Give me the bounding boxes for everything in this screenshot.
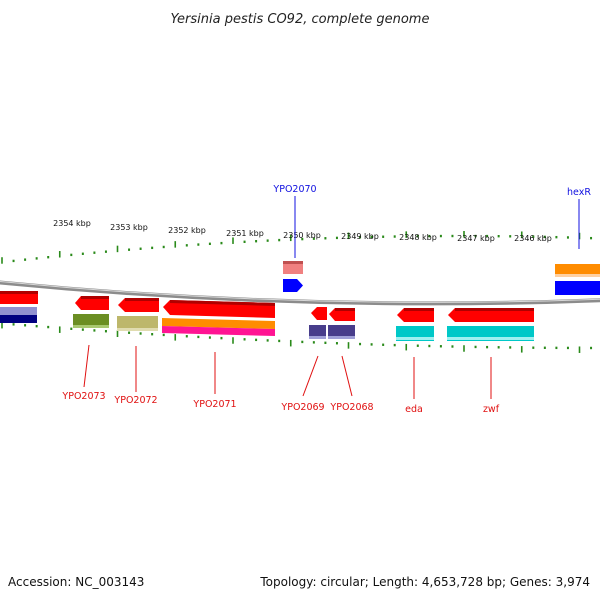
accession-text: Accession: NC_003143 bbox=[8, 575, 144, 589]
ruler-label: 2348 kbp bbox=[399, 233, 437, 242]
feature-arrow bbox=[329, 308, 355, 321]
feature-block bbox=[0, 315, 37, 323]
feature-block-shade bbox=[447, 337, 534, 340]
gene-label-ypo2072: YPO2072 bbox=[113, 395, 157, 406]
gene-labels: YPO2070 hexR YPO2073 YPO2072 YPO2071 YPO… bbox=[61, 184, 591, 415]
ruler-label: 2351 kbp bbox=[226, 229, 264, 238]
inner-tick-ring bbox=[1, 321, 593, 353]
feature-arrow bbox=[311, 307, 327, 320]
feature-arrow-shade bbox=[335, 308, 355, 311]
feature-block bbox=[117, 316, 158, 331]
ruler-label: 2349 kbp bbox=[341, 232, 379, 241]
feature-arrow bbox=[118, 298, 159, 312]
feature-block bbox=[73, 314, 109, 328]
ruler-label: 2353 kbp bbox=[110, 223, 148, 232]
feature-arrow-shade bbox=[455, 308, 534, 311]
feature-block bbox=[309, 325, 326, 339]
ruler-label: 2352 kbp bbox=[168, 226, 206, 235]
feature-block-shade bbox=[117, 328, 158, 331]
leader-line bbox=[302, 355, 319, 397]
feature-block-shade bbox=[396, 337, 434, 340]
gene-label-zwf: zwf bbox=[483, 404, 500, 415]
gene-label-ypo2073: YPO2073 bbox=[61, 391, 105, 402]
feature-block-shade bbox=[0, 291, 38, 294]
ruler-label: 2350 kbp bbox=[283, 231, 321, 240]
feature-block bbox=[555, 281, 600, 295]
ruler-label: 2354 kbp bbox=[53, 219, 91, 228]
leader-line bbox=[341, 355, 353, 397]
gene-label-ypo2069: YPO2069 bbox=[280, 402, 324, 413]
genome-summary-text: Topology: circular; Length: 4,653,728 bp… bbox=[259, 575, 590, 589]
feature-block bbox=[0, 291, 38, 304]
feature-block bbox=[555, 264, 600, 277]
feature-arrow bbox=[283, 279, 303, 292]
leader-line bbox=[83, 344, 90, 388]
feature-block-shade bbox=[73, 325, 109, 328]
feature-arrow bbox=[397, 308, 434, 322]
genome-backbone-highlight bbox=[0, 280, 600, 303]
reverse-strand-features bbox=[0, 291, 534, 341]
feature-arrow bbox=[75, 296, 109, 310]
map-title: Yersinia pestis CO92, complete genome bbox=[171, 12, 430, 27]
genome-backbone bbox=[0, 280, 600, 306]
feature-block bbox=[328, 325, 355, 339]
feature-block bbox=[0, 307, 37, 316]
gene-label-ypo2070: YPO2070 bbox=[272, 184, 316, 195]
ruler-label: 2346 kbp bbox=[514, 234, 552, 243]
gene-label-hexr: hexR bbox=[567, 187, 591, 198]
feature-arrow-shade bbox=[170, 300, 275, 306]
feature-block bbox=[162, 318, 275, 329]
gene-label-ypo2071: YPO2071 bbox=[192, 399, 236, 410]
feature-block-shade bbox=[328, 336, 355, 339]
feature-block-shade bbox=[309, 336, 326, 339]
outer-tick-ring bbox=[1, 231, 593, 264]
feature-block bbox=[283, 261, 303, 274]
forward-strand-features bbox=[283, 261, 600, 295]
feature-arrow-shade bbox=[404, 308, 434, 311]
label-leaders bbox=[83, 196, 580, 399]
feature-arrow bbox=[448, 308, 534, 322]
ruler-label: 2347 kbp bbox=[457, 234, 495, 243]
gene-label-eda: eda bbox=[405, 404, 423, 415]
feature-block-shade bbox=[555, 274, 600, 277]
feature-block bbox=[162, 326, 275, 336]
feature-block-shade bbox=[283, 261, 303, 264]
feature-arrow-shade bbox=[81, 296, 109, 299]
ruler-labels: 2354 kbp 2353 kbp 2352 kbp 2351 kbp 2350… bbox=[53, 219, 552, 243]
feature-arrow-shade bbox=[125, 298, 159, 301]
gene-label-ypo2068: YPO2068 bbox=[329, 402, 373, 413]
